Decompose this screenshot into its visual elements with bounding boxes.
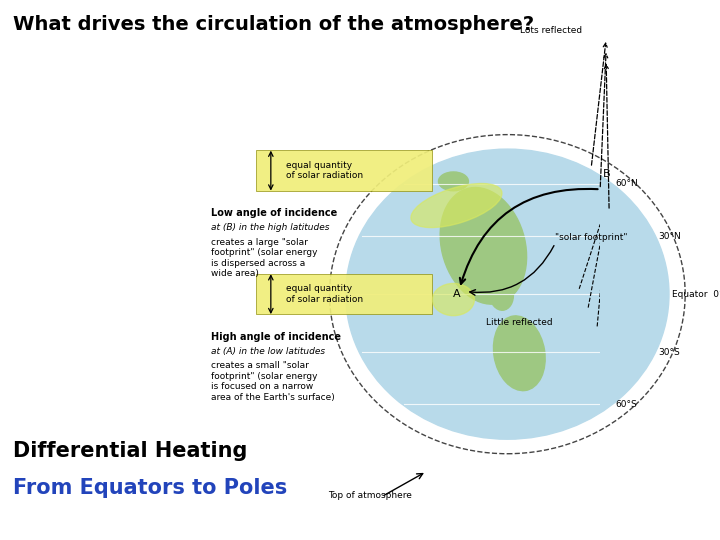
Text: equal quantity
of solar radiation: equal quantity of solar radiation (286, 285, 363, 304)
Text: Low angle of incidence: Low angle of incidence (211, 208, 337, 218)
Text: at (A) in the low latitudes: at (A) in the low latitudes (211, 347, 325, 356)
Text: Differential Heating: Differential Heating (14, 441, 248, 461)
Ellipse shape (433, 284, 474, 316)
Text: at (B) in the high latitudes: at (B) in the high latitudes (211, 223, 330, 232)
Ellipse shape (411, 184, 502, 227)
Text: Equator  0°: Equator 0° (672, 289, 720, 299)
Text: Top of atmosphere: Top of atmosphere (328, 491, 412, 500)
Text: creates a small "solar
footprint" (solar energy
is focused on a narrow
area of t: creates a small "solar footprint" (solar… (211, 361, 335, 402)
Bar (256, 274, 433, 314)
Text: B: B (603, 168, 611, 179)
Text: 60°S: 60°S (616, 400, 637, 409)
Text: From Equators to Poles: From Equators to Poles (14, 478, 287, 498)
Ellipse shape (493, 316, 545, 390)
Text: creates a large "solar
footprint" (solar energy
is dispersed across a
wide area): creates a large "solar footprint" (solar… (211, 238, 318, 278)
Ellipse shape (438, 172, 469, 191)
Text: Little reflected: Little reflected (486, 319, 553, 327)
Circle shape (346, 149, 669, 439)
Bar (256, 151, 433, 191)
Text: High angle of incidence: High angle of incidence (211, 332, 341, 342)
Text: Lots reflected: Lots reflected (520, 25, 582, 35)
Text: A: A (453, 289, 460, 299)
Text: 60°N: 60°N (616, 179, 638, 188)
Text: 30°N: 30°N (659, 232, 681, 241)
Text: "solar footprint": "solar footprint" (555, 233, 628, 242)
Ellipse shape (440, 187, 526, 304)
Text: What drives the circulation of the atmosphere?: What drives the circulation of the atmos… (14, 15, 534, 34)
Ellipse shape (490, 278, 513, 310)
Text: equal quantity
of solar radiation: equal quantity of solar radiation (286, 161, 363, 180)
Text: 30°S: 30°S (659, 348, 680, 357)
